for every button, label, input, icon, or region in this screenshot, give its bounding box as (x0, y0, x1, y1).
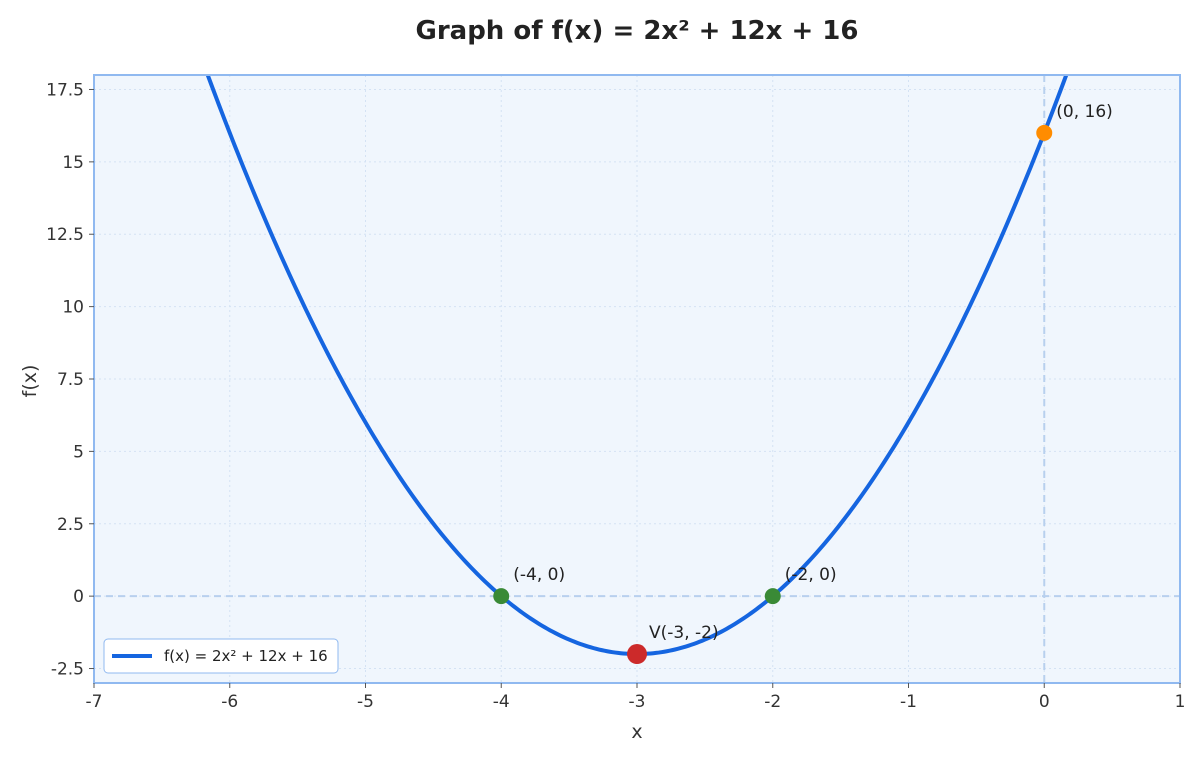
y-tick-label: 17.5 (46, 80, 84, 100)
legend: f(x) = 2x² + 12x + 16 (103, 638, 339, 674)
x-tick-label: -5 (357, 692, 374, 712)
y-tick-label: 0 (73, 587, 84, 607)
root-marker (493, 588, 510, 605)
root-label: (-4, 0) (513, 565, 565, 585)
x-axis-label: x (631, 721, 642, 743)
y-tick-label: 10 (62, 298, 84, 318)
y-tick-label: 12.5 (46, 225, 84, 245)
x-tick-label: -3 (629, 692, 646, 712)
x-tick-label: 0 (1039, 692, 1050, 712)
y-tick-label: 2.5 (57, 515, 84, 535)
x-tick-label: -4 (493, 692, 510, 712)
y-tick-label: 5 (73, 442, 84, 462)
chart-title: Graph of f(x) = 2x² + 12x + 16 (415, 16, 858, 46)
root-marker (764, 588, 781, 605)
annotated-points: (-4, 0) (-2, 0) V(-3, -2) (0, 16) (493, 102, 1113, 665)
y-intercept-label: (0, 16) (1056, 102, 1113, 122)
reference-lines (94, 75, 1180, 683)
x-tick-label: 1 (1175, 692, 1186, 712)
vertex-marker (627, 644, 647, 665)
legend-box (103, 638, 339, 674)
x-tick-label: -6 (221, 692, 238, 712)
x-tick-label: -7 (86, 692, 103, 712)
y-tick-label: 7.5 (57, 370, 84, 390)
root-label: (-2, 0) (785, 565, 837, 585)
legend-label: f(x) = 2x² + 12x + 16 (164, 647, 328, 665)
x-axis-ticks: -7 -6 -5 -4 -3 -2 -1 0 1 (86, 683, 1186, 712)
y-axis-ticks: -2.5 0 2.5 5 7.5 10 12.5 15 17.5 (46, 80, 94, 680)
y-tick-label: 15 (62, 153, 84, 173)
vertex-label: V(-3, -2) (649, 623, 719, 643)
y-axis-label: f(x) (19, 365, 41, 398)
x-tick-label: -2 (764, 692, 781, 712)
y-intercept-marker (1036, 124, 1053, 141)
y-tick-label: -2.5 (51, 660, 84, 680)
x-tick-label: -1 (900, 692, 917, 712)
